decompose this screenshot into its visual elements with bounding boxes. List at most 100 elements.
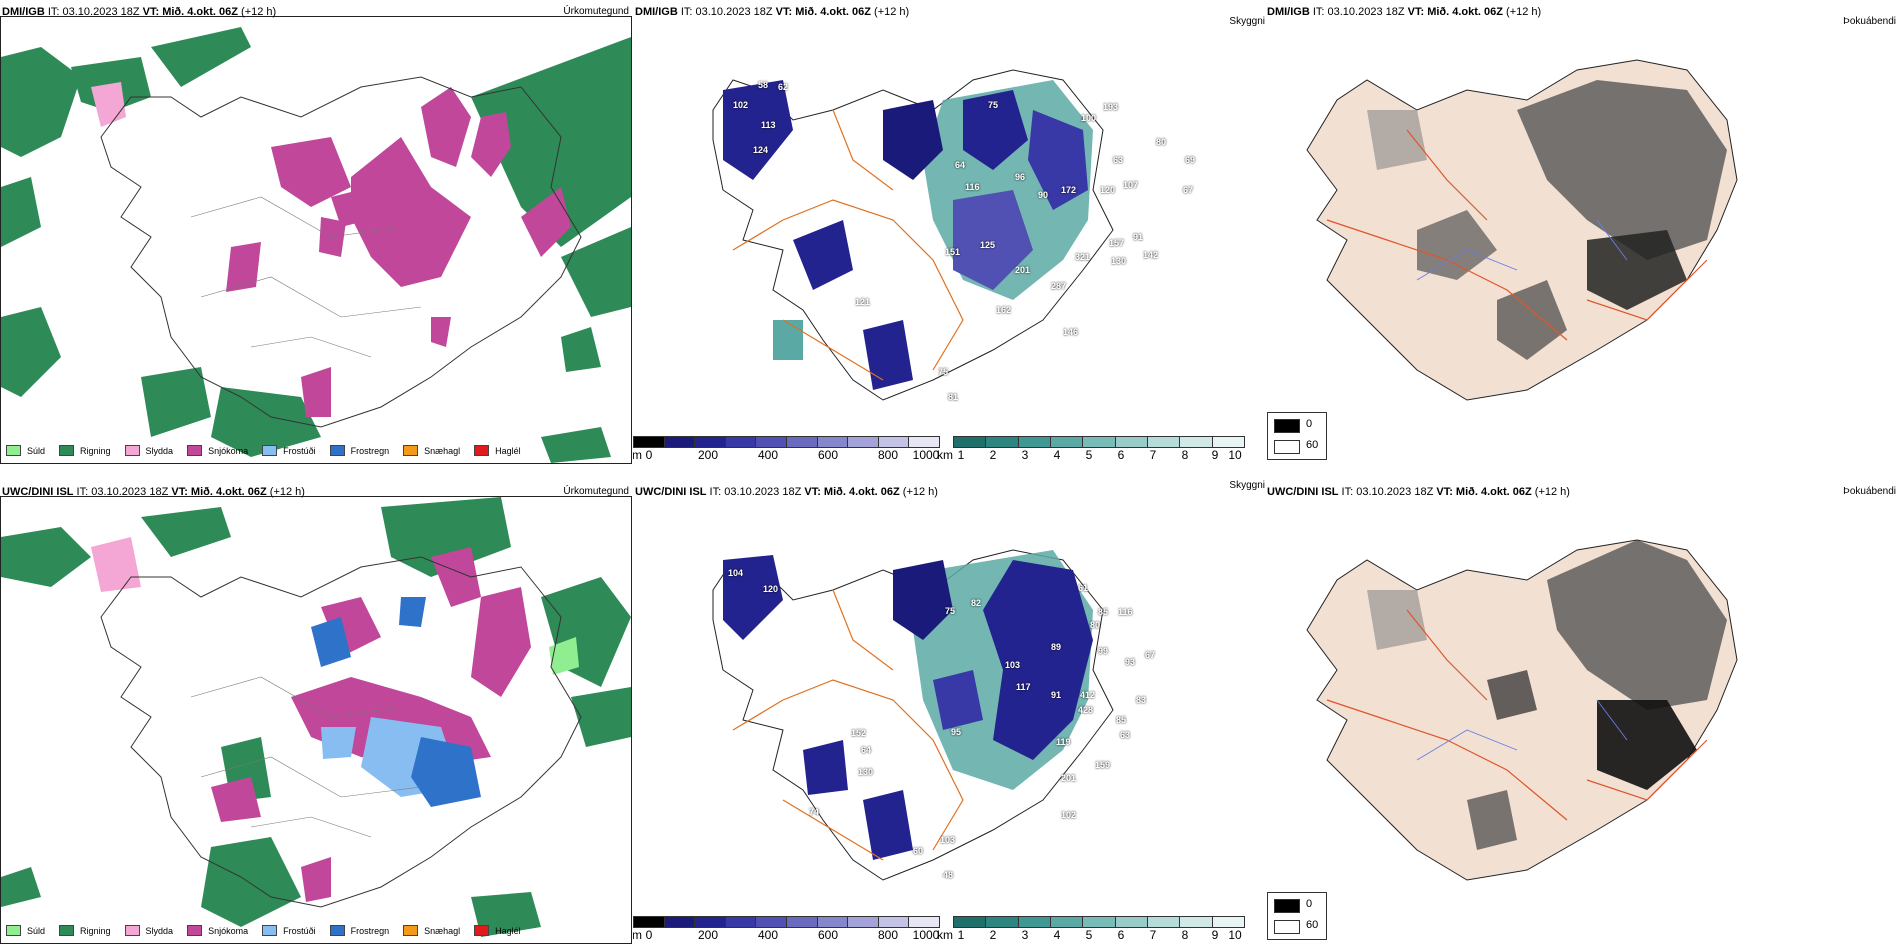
navy-area	[793, 220, 853, 290]
precip-map-row1	[0, 16, 632, 464]
freezing-rain-area	[411, 737, 481, 807]
legend-label: Slydda	[145, 925, 174, 936]
vis-label: 62	[778, 82, 789, 92]
vis-label: 64	[861, 745, 872, 755]
lead-time: (+12 h)	[238, 6, 277, 18]
scale-tick: 600	[817, 448, 839, 462]
snow-area	[271, 137, 351, 207]
vis-label: 157	[1109, 238, 1125, 248]
vis-label: 95	[951, 727, 962, 737]
precip-header-row1: DMI/IGB IT: 03.10.2023 18Z VT: Mið. 4.ok…	[2, 6, 276, 18]
vis-label: 120	[763, 584, 779, 594]
fog-legend-label: 60	[1306, 439, 1319, 451]
rain-area	[1, 307, 61, 397]
scale-tick: 800	[877, 448, 899, 462]
navy-area	[933, 670, 983, 730]
rivers	[1416, 699, 1628, 761]
model-name: UWC/DINI ISL	[1267, 486, 1339, 498]
snow-area	[91, 82, 126, 127]
fog-map-svg	[1306, 539, 1738, 881]
rain-area	[141, 367, 211, 437]
init-time: IT: 03.10.2023 18Z	[44, 6, 143, 18]
precip-panel-row1: DMI/IGB IT: 03.10.2023 18Z VT: Mið. 4.ok…	[0, 0, 633, 470]
snow-area	[471, 587, 531, 697]
scale-tick: 2	[989, 448, 997, 462]
vis-label: 64	[955, 160, 966, 170]
vis-label: 61	[1078, 583, 1089, 593]
valid-time: VT: Mið. 4.okt. 06Z	[1407, 6, 1503, 18]
legend-item: Haglél	[474, 925, 521, 936]
legend-item: Frostregn	[329, 925, 389, 936]
roads	[732, 109, 964, 381]
scale-tick: 10	[1228, 928, 1242, 942]
scale-tick: 5	[1085, 928, 1093, 942]
vis-label: 75	[938, 367, 949, 377]
scale-step	[817, 437, 849, 447]
vis-label: 75	[945, 606, 956, 616]
vis-scale-km-row2: km 1 2 3 4 5 6 7 8 9 10	[937, 916, 1253, 944]
legend-label: Slydda	[145, 445, 174, 456]
vis-label: 151	[945, 247, 961, 257]
legend-swatch	[403, 925, 419, 936]
scale-tick: 1000	[912, 928, 940, 942]
scale-tick: 1	[957, 928, 965, 942]
valid-time: VT: Mið. 4.okt. 06Z	[804, 486, 900, 498]
model-name: DMI/IGB	[635, 6, 678, 18]
scale-step	[695, 437, 726, 447]
scale-tick: 4	[1053, 448, 1061, 462]
roads	[1326, 129, 1708, 341]
snow-area	[301, 857, 331, 902]
lead-time: (+12 h)	[1531, 486, 1570, 498]
vis-label: 159	[1095, 760, 1111, 770]
fog-map-svg	[1306, 59, 1738, 401]
scale-tick: 2	[989, 928, 997, 942]
vis-label: 89	[1051, 642, 1062, 652]
lead-time: (+12 h)	[899, 486, 938, 498]
snow-area	[421, 87, 471, 167]
scale-step	[1018, 437, 1051, 447]
vis-scale-m-bar	[633, 916, 940, 928]
legend-label: Haglél	[495, 445, 521, 456]
init-time: IT: 03.10.2023 18Z	[706, 486, 805, 498]
vis-label: 91	[1051, 690, 1062, 700]
fog-panel-row2: 0 60 UWC/DINI ISL IT: 03.10.2023 18Z VT:…	[1267, 480, 1900, 950]
legend-item: Frostúði	[262, 445, 316, 456]
precip-legend-row2: Súld Rigning Slydda Snjókoma Frostúði Fr…	[6, 925, 535, 936]
vis-label: 80	[1090, 620, 1101, 630]
scale-tick: 0	[645, 928, 653, 942]
legend-swatch	[59, 925, 75, 936]
snow-area	[351, 137, 471, 287]
scale-tick: 7	[1149, 448, 1157, 462]
scale-step	[848, 437, 879, 447]
legend-item: Rigning	[59, 925, 111, 936]
legend-item: Frostregn	[329, 445, 389, 456]
scale-step	[1018, 917, 1051, 927]
vis-label: 103	[940, 835, 956, 845]
scale-step	[664, 917, 696, 927]
contours	[190, 676, 422, 838]
scale-step	[986, 437, 1019, 447]
rain-area	[141, 507, 231, 557]
fog-header-row1: DMI/IGB IT: 03.10.2023 18Z VT: Mið. 4.ok…	[1267, 6, 1541, 18]
scale-tick: 7	[1149, 928, 1157, 942]
lead-time: (+12 h)	[1503, 6, 1542, 18]
legend-swatch	[187, 925, 203, 936]
scale-step	[954, 917, 987, 927]
scale-step	[1083, 917, 1116, 927]
precip-panel-row2: UWC/DINI ISL IT: 03.10.2023 18Z VT: Mið.…	[0, 480, 633, 950]
vis-label: 201	[1061, 773, 1077, 783]
navy-area	[723, 555, 783, 640]
vis-label: 104	[728, 568, 744, 578]
rain-area	[1, 177, 41, 247]
snow-area	[301, 367, 331, 417]
scale-step	[909, 437, 939, 447]
fog-area	[1467, 790, 1517, 850]
fog-legend-swatch	[1274, 920, 1300, 934]
precip-title-row2: Úrkomutegund	[563, 486, 629, 497]
legend-swatch	[59, 445, 75, 456]
vis-label: 121	[855, 297, 871, 307]
freezing-drizzle-area	[321, 727, 356, 759]
snow-area	[226, 242, 261, 292]
fog-area	[1517, 80, 1727, 260]
vis-label: 130	[1111, 256, 1127, 266]
